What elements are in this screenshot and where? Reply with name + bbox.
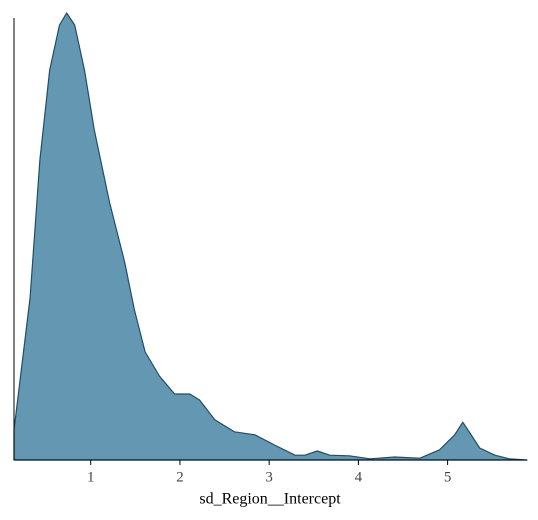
x-axis-label: sd_Region__Intercept [199,491,341,508]
density-area [13,12,528,461]
x-tick-label: 2 [176,469,184,485]
x-tick-label: 4 [355,469,363,485]
x-tick-label: 3 [265,469,273,485]
x-tick-label: 5 [444,469,452,485]
x-tick-label: 1 [87,469,95,485]
